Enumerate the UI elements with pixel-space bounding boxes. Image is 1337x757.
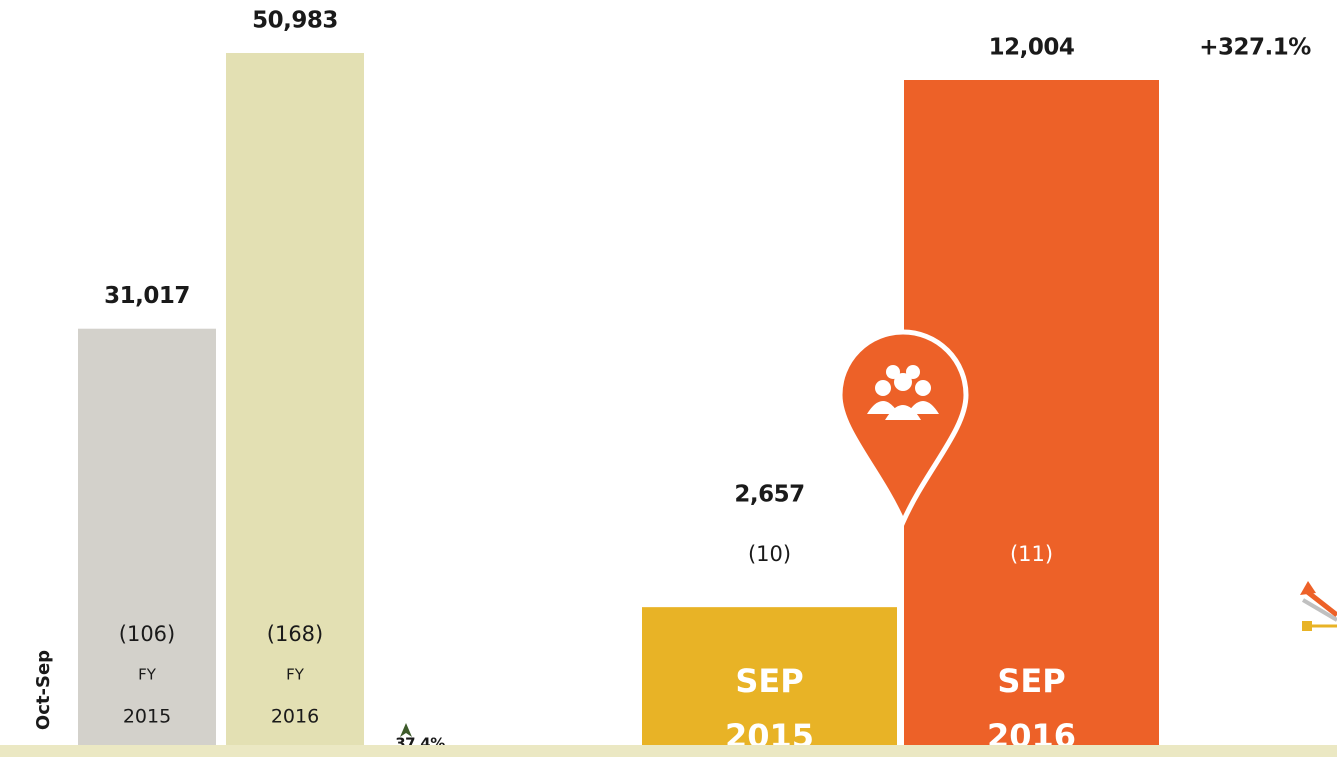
category-label: SEP xyxy=(735,662,803,700)
count-label: (106) xyxy=(119,622,175,646)
up-arrow xyxy=(400,723,412,737)
category-label: FY xyxy=(286,666,305,684)
count-label: (168) xyxy=(267,622,323,646)
value-label: 2,657 xyxy=(734,482,804,508)
charts: 31,017(106)FY201550,983(168)FY201637.4%O… xyxy=(33,8,1312,757)
category-label: 2015 xyxy=(123,706,171,728)
bottom-band xyxy=(0,745,1337,757)
value-label: 31,017 xyxy=(104,283,190,309)
category-label: 2016 xyxy=(271,706,319,728)
value-label: 12,004 xyxy=(989,35,1075,61)
bar xyxy=(78,328,216,757)
category-label: SEP xyxy=(997,662,1065,700)
change-annotation: +327.1% xyxy=(1199,35,1311,61)
bar xyxy=(642,607,897,757)
pin-icon xyxy=(837,329,969,529)
value-label: 50,983 xyxy=(252,8,338,34)
bar xyxy=(226,53,364,757)
edge-icon xyxy=(1300,581,1337,631)
category-label: FY xyxy=(138,666,157,684)
axis-label: Oct-Sep xyxy=(33,650,54,730)
count-label: (11) xyxy=(1010,542,1053,566)
count-label: (10) xyxy=(748,542,791,566)
